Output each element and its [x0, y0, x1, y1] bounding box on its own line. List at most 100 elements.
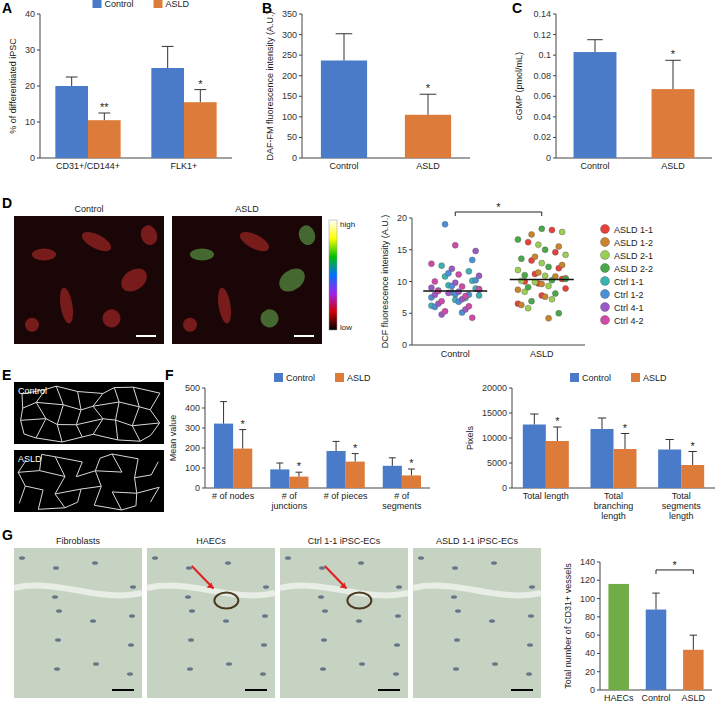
- scale-bar: [245, 689, 267, 691]
- point: [459, 284, 465, 290]
- plot-area: [423, 221, 574, 321]
- nucleus: [453, 667, 459, 671]
- legend-label: Control: [105, 0, 134, 9]
- x-tick-label: ASLD: [416, 161, 440, 171]
- nucleus: [318, 595, 324, 599]
- bar: [590, 429, 613, 488]
- plot-area: [608, 584, 703, 690]
- y-tick-label: 20: [397, 213, 407, 223]
- plot-area: [321, 34, 451, 158]
- point: [466, 303, 472, 309]
- y-axis-label: Pixels: [465, 426, 475, 451]
- significance: *: [673, 559, 678, 571]
- y-tick: [597, 671, 600, 672]
- significance: *: [555, 415, 560, 427]
- error-bar: [295, 472, 302, 476]
- y-axis-label: Mean value: [168, 415, 178, 462]
- nucleus: [130, 585, 136, 589]
- point: [556, 244, 562, 250]
- legend-swatch: [601, 251, 610, 260]
- x-tick-label: # ofsegments: [382, 491, 422, 511]
- panel-letter: C: [512, 0, 522, 16]
- significance: *: [671, 48, 676, 60]
- error-bar: [333, 441, 340, 451]
- legend-swatch: [601, 225, 610, 234]
- point: [439, 263, 445, 269]
- y-tick: [202, 468, 205, 469]
- x-axis: [412, 345, 585, 346]
- significance: *: [353, 442, 358, 454]
- nucleus: [223, 619, 229, 623]
- point: [529, 298, 535, 304]
- significance: *: [496, 201, 501, 213]
- legend-swatch: [601, 290, 610, 299]
- bar: [614, 449, 637, 488]
- bar: [681, 465, 704, 488]
- arrow-head: [207, 583, 214, 589]
- y-tick: [553, 116, 556, 117]
- point: [542, 247, 548, 253]
- nucleus: [358, 561, 364, 565]
- significance: *: [198, 78, 203, 90]
- nucleus: [396, 585, 402, 589]
- bar: [405, 115, 451, 158]
- x-tick-label: Control: [580, 161, 609, 171]
- cell: [190, 248, 214, 260]
- point: [518, 302, 524, 308]
- y-tick-label: 0.02: [533, 132, 551, 142]
- legend-swatch: [274, 373, 283, 382]
- y-axis-label: DAF-FM fluorescence intensity (A.U.): [265, 11, 275, 160]
- y-tick: [553, 75, 556, 76]
- y-tick-label: 140: [580, 557, 595, 567]
- nucleus: [321, 638, 327, 642]
- nucleus: [322, 609, 328, 613]
- bar: [608, 584, 629, 690]
- colorbar: [329, 220, 337, 330]
- cell: [117, 264, 151, 297]
- cell: [79, 228, 114, 255]
- y-tick-label: 0: [402, 340, 407, 350]
- y-tick: [409, 281, 412, 282]
- arrow: [192, 566, 214, 589]
- y-tick: [597, 616, 600, 617]
- y-tick: [553, 14, 556, 15]
- legend-label: Ctrl 4-1: [614, 303, 644, 313]
- plot-area: [55, 46, 216, 158]
- y-tick-label: 120: [580, 575, 595, 585]
- image-label: ASLD 1-1 iPSC-ECs: [436, 536, 519, 546]
- error-bar: [621, 434, 629, 450]
- legend-swatch: [570, 373, 579, 382]
- nucleus: [526, 672, 532, 676]
- vessel: [214, 593, 238, 609]
- point: [546, 264, 552, 270]
- y-axis-label: DCF fluorescence intensity (A.U.): [380, 215, 390, 349]
- y-tick: [202, 428, 205, 429]
- nucleus: [226, 662, 232, 666]
- point: [563, 285, 569, 291]
- colorbar-label: high: [340, 220, 355, 229]
- y-tick-label: 15: [397, 245, 407, 255]
- y-tick-label: 300: [282, 30, 297, 40]
- y-tick: [597, 562, 600, 563]
- significance: *: [241, 418, 246, 430]
- nucleus: [263, 585, 269, 589]
- y-tick: [202, 388, 205, 389]
- nucleus: [452, 566, 458, 570]
- panel-letter: D: [2, 195, 12, 211]
- legend-label: ASLD: [643, 373, 667, 383]
- nucleus: [93, 662, 99, 666]
- y-tick: [553, 137, 556, 138]
- y-tick-label: 150: [282, 91, 297, 101]
- error-bar: [239, 430, 246, 449]
- point: [525, 305, 531, 311]
- nucleus: [395, 614, 401, 618]
- cell: [22, 315, 42, 335]
- y-tick: [553, 96, 556, 97]
- nucleus: [127, 672, 133, 676]
- legend-label: Control: [286, 373, 315, 383]
- nucleus: [491, 561, 497, 565]
- nucleus: [529, 585, 535, 589]
- y-tick: [553, 55, 556, 56]
- point: [442, 308, 448, 314]
- point: [462, 293, 468, 299]
